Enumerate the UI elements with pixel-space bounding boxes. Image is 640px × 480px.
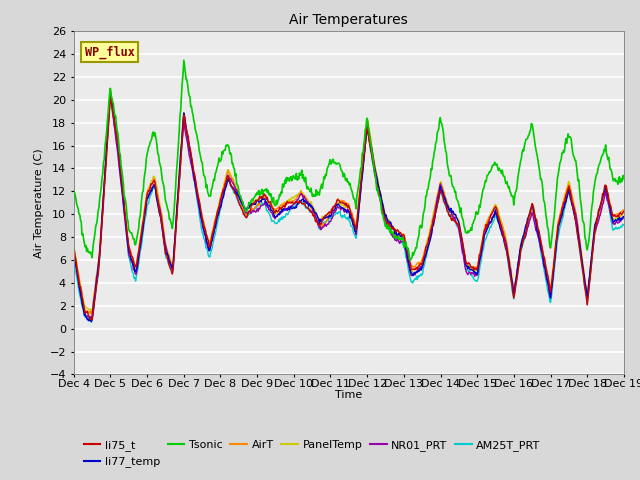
AM25T_PRT — [194, 200, 202, 206]
Tsonic — [620, 176, 628, 181]
li75_t — [80, 302, 88, 308]
li77_temp — [620, 214, 628, 219]
Line: PanelTemp: PanelTemp — [74, 89, 624, 312]
Tsonic — [80, 236, 88, 241]
li77_temp — [433, 201, 441, 206]
NR01_PRT — [433, 195, 441, 201]
li77_temp — [88, 319, 95, 324]
Line: li75_t: li75_t — [74, 96, 624, 320]
NR01_PRT — [138, 231, 145, 237]
Line: NR01_PRT: NR01_PRT — [74, 96, 624, 317]
AM25T_PRT — [88, 319, 95, 325]
PanelTemp — [88, 309, 96, 314]
Line: AirT: AirT — [74, 96, 624, 314]
Line: AM25T_PRT: AM25T_PRT — [74, 97, 624, 322]
PanelTemp — [80, 298, 88, 304]
AM25T_PRT — [80, 309, 88, 314]
AirT — [88, 312, 95, 317]
Tsonic — [433, 130, 441, 136]
AirT — [433, 194, 441, 200]
NR01_PRT — [106, 93, 114, 98]
AM25T_PRT — [433, 202, 441, 208]
Legend: li75_t, li77_temp, Tsonic, AirT, PanelTemp, NR01_PRT, AM25T_PRT: li75_t, li77_temp, Tsonic, AirT, PanelTe… — [79, 435, 545, 472]
AirT — [138, 225, 145, 231]
li75_t — [433, 202, 441, 208]
PanelTemp — [70, 244, 77, 250]
NR01_PRT — [417, 263, 425, 269]
li77_temp — [106, 87, 114, 93]
AirT — [194, 189, 202, 194]
Line: Tsonic: Tsonic — [74, 60, 624, 260]
AM25T_PRT — [223, 180, 230, 185]
li77_temp — [138, 233, 145, 239]
Tsonic — [193, 132, 201, 138]
AM25T_PRT — [106, 94, 114, 100]
PanelTemp — [223, 170, 230, 176]
NR01_PRT — [223, 178, 230, 183]
NR01_PRT — [620, 215, 628, 220]
NR01_PRT — [70, 246, 77, 252]
NR01_PRT — [88, 314, 95, 320]
li75_t — [138, 229, 145, 235]
Tsonic — [222, 143, 230, 148]
PanelTemp — [106, 86, 114, 92]
AirT — [417, 259, 425, 264]
AM25T_PRT — [417, 271, 425, 277]
li75_t — [194, 191, 202, 196]
Title: Air Temperatures: Air Temperatures — [289, 13, 408, 27]
X-axis label: Time: Time — [335, 390, 362, 400]
Y-axis label: Air Temperature (C): Air Temperature (C) — [34, 148, 44, 258]
li77_temp — [223, 182, 230, 188]
AirT — [80, 301, 88, 307]
li75_t — [620, 209, 628, 215]
Text: WP_flux: WP_flux — [84, 45, 134, 59]
Tsonic — [406, 257, 414, 263]
Tsonic — [70, 187, 77, 193]
AirT — [106, 93, 114, 99]
PanelTemp — [417, 260, 425, 266]
AM25T_PRT — [138, 241, 145, 247]
Line: li77_temp: li77_temp — [74, 90, 624, 322]
li77_temp — [80, 306, 88, 312]
AirT — [620, 207, 628, 213]
AirT — [70, 240, 77, 246]
li77_temp — [417, 267, 425, 273]
PanelTemp — [433, 192, 441, 198]
li77_temp — [70, 251, 77, 256]
li75_t — [417, 261, 425, 266]
Tsonic — [417, 225, 425, 230]
PanelTemp — [620, 208, 628, 214]
li75_t — [106, 93, 114, 99]
NR01_PRT — [194, 197, 202, 203]
li77_temp — [194, 193, 202, 199]
AM25T_PRT — [70, 254, 77, 260]
Tsonic — [136, 214, 144, 219]
li75_t — [70, 246, 77, 252]
Tsonic — [180, 57, 188, 63]
PanelTemp — [138, 228, 145, 234]
AirT — [223, 173, 230, 179]
li75_t — [223, 176, 230, 182]
NR01_PRT — [80, 307, 88, 313]
PanelTemp — [194, 192, 202, 197]
AM25T_PRT — [620, 222, 628, 228]
li75_t — [88, 317, 96, 323]
